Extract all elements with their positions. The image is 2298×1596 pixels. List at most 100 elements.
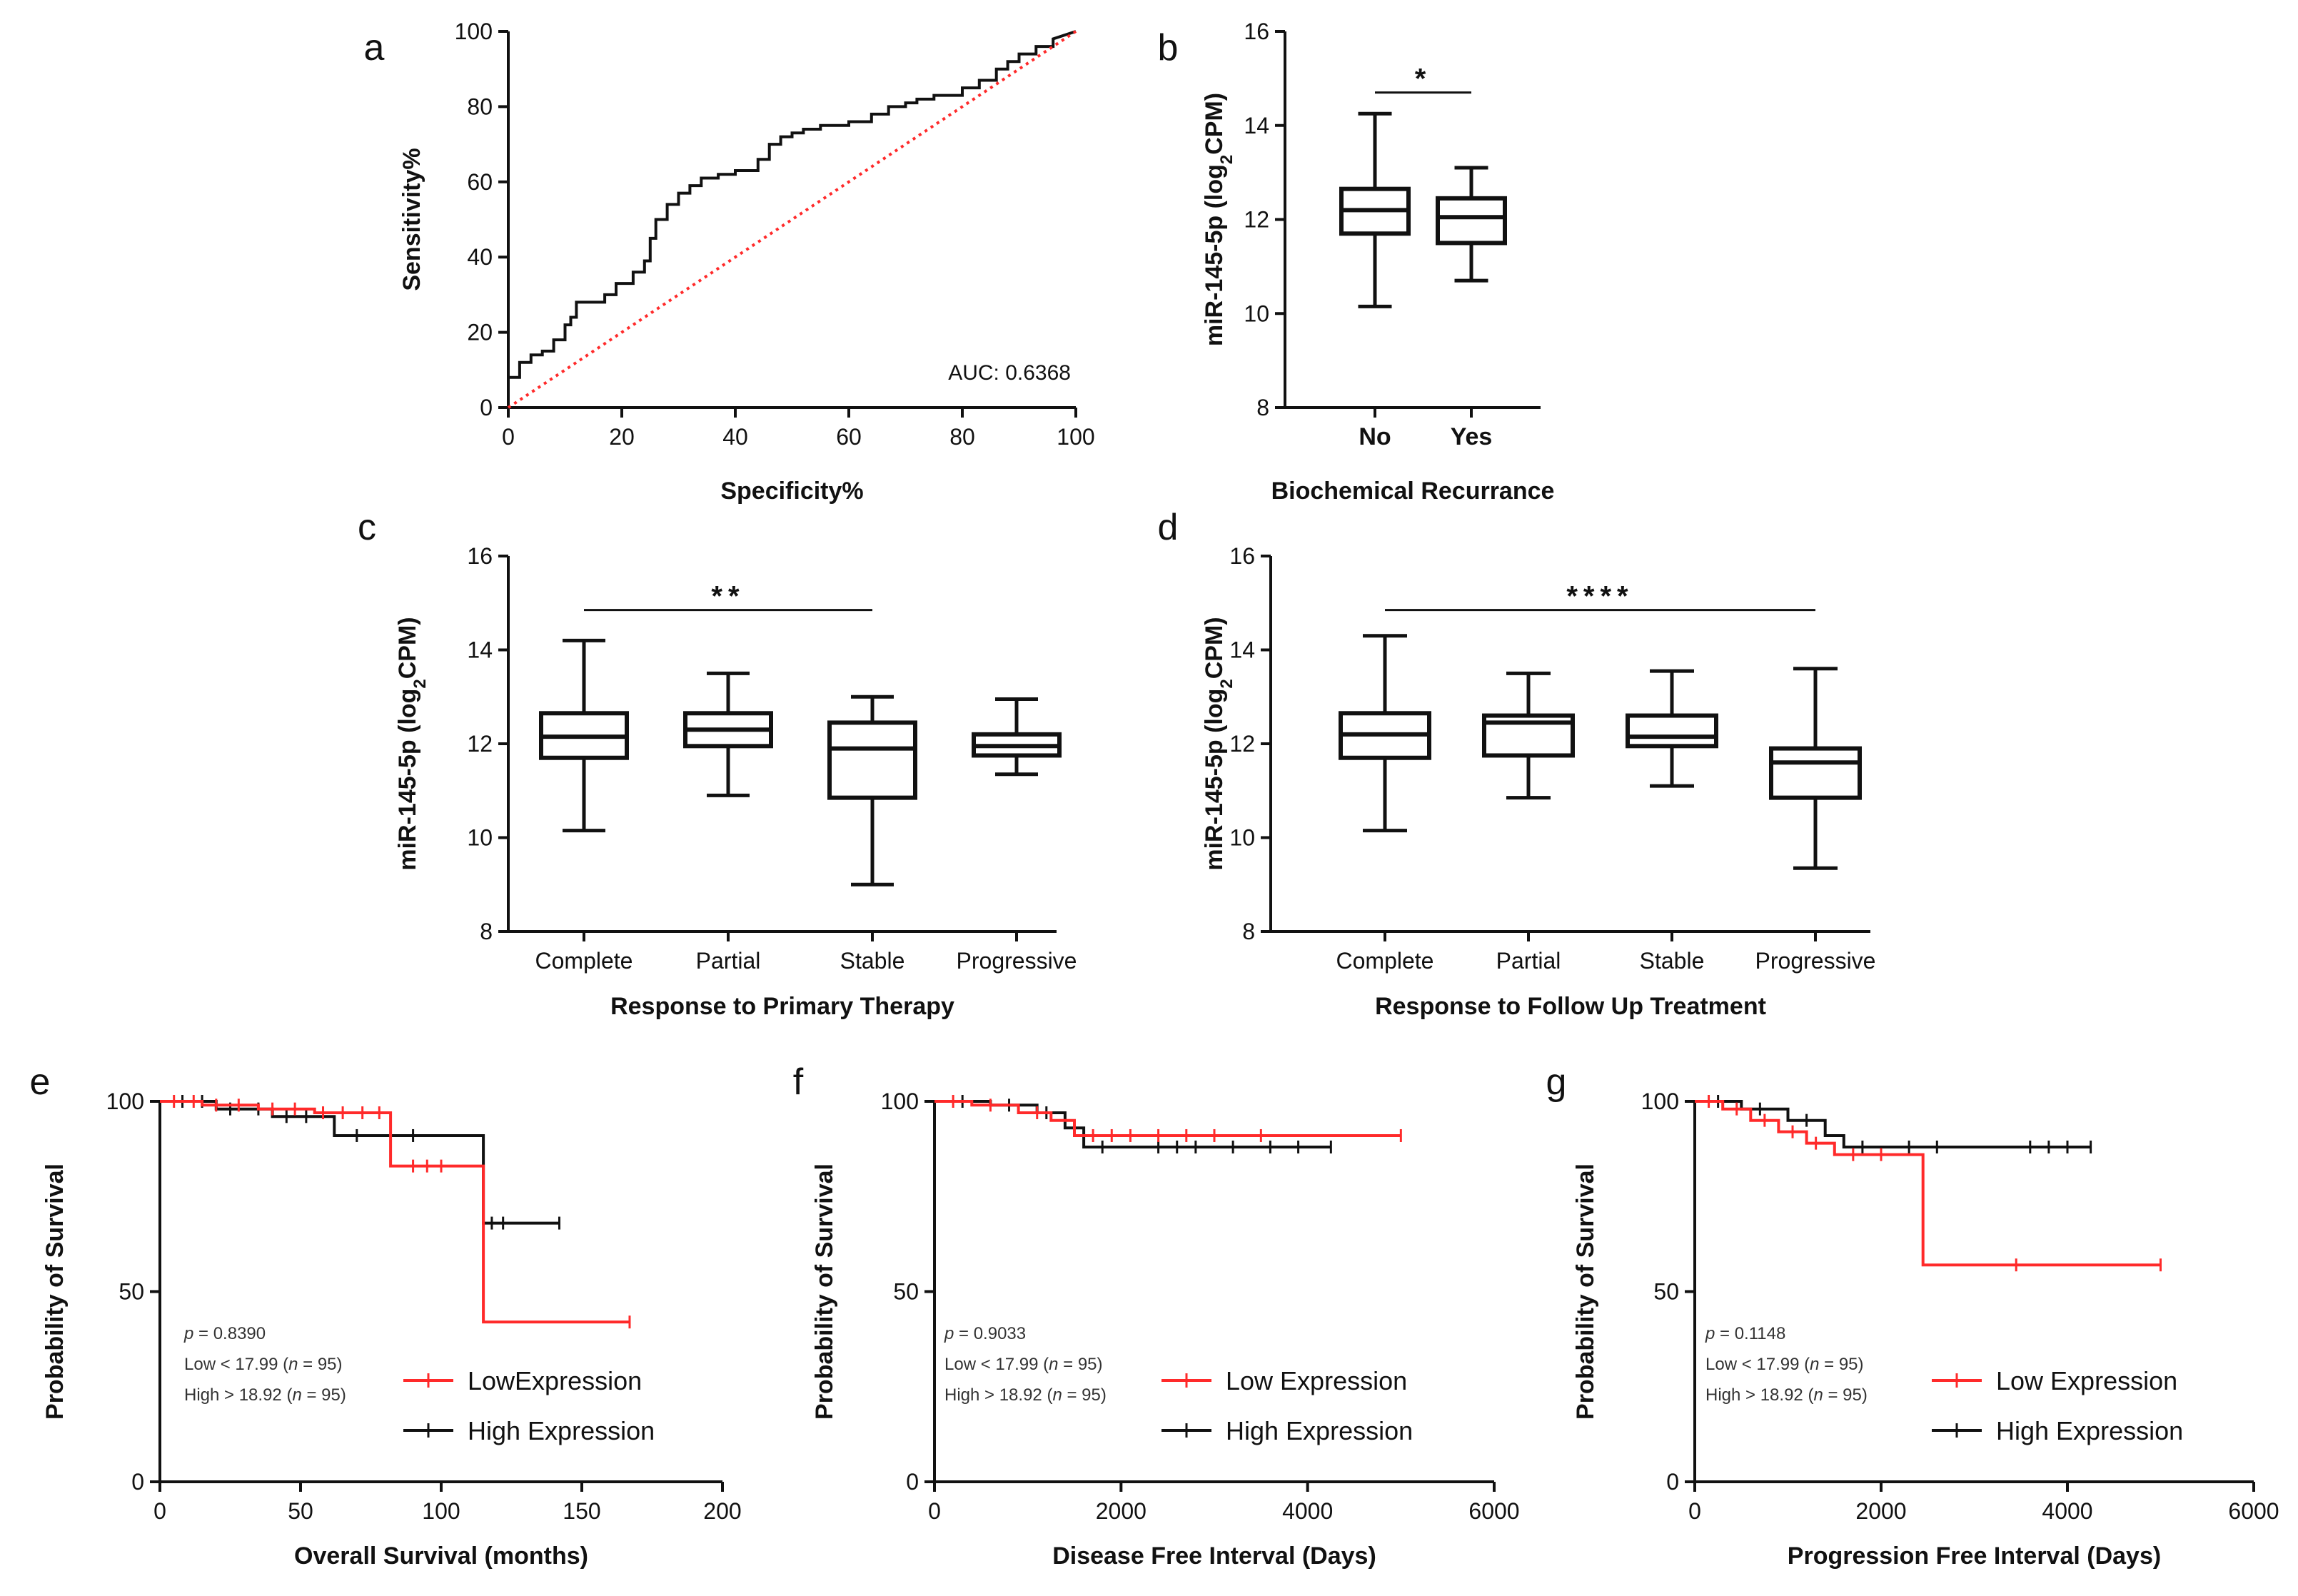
y-tick-label: 100 (1641, 1089, 1679, 1114)
high-expression-series (1695, 1095, 2092, 1153)
x-tick-label: 0 (1688, 1498, 1701, 1524)
survival-curve (160, 1100, 630, 1324)
low-threshold: Low < 17.99 (n = 95) (944, 1355, 1103, 1374)
y-axis-title: miR-145-5p (log2CPM) (1201, 93, 1236, 346)
survival-curve (934, 1100, 1401, 1137)
x-tick-label: 0 (153, 1498, 166, 1524)
x-tick-label: 50 (288, 1498, 313, 1524)
high-expression-series (160, 1095, 560, 1230)
y-tick-label: 100 (455, 19, 493, 44)
box-partial (683, 671, 773, 797)
y-tick-label: 8 (480, 919, 493, 944)
x-axis-title: Specificity% (720, 478, 863, 505)
x-tick-label: 20 (609, 424, 635, 450)
survival-curve (934, 1100, 1331, 1148)
high-threshold: High > 18.92 (n = 95) (944, 1385, 1107, 1405)
category-label: No (1359, 423, 1391, 450)
category-label: Partial (1496, 948, 1561, 974)
y-axis-title: Sensitivity% (398, 148, 425, 291)
iqr-box (1626, 713, 1718, 749)
low-threshold: Low < 17.99 (n = 95) (184, 1355, 343, 1374)
low-threshold: Low < 17.99 (n = 95) (1705, 1355, 1864, 1374)
n-symbol: n (292, 1385, 301, 1405)
category-label: Complete (535, 948, 633, 974)
low-expression-series (160, 1095, 631, 1329)
y-tick-label: 0 (131, 1469, 144, 1495)
significance-label: **** (1566, 581, 1633, 612)
legend-label: High Expression (468, 1416, 655, 1445)
panel-c-boxplot: c 8 10 12 14 16 Complete Partial Stable Progressi… (358, 507, 1077, 1020)
panel-a-roc: a 0 20 40 60 80 100 0 20 40 60 80 100 Specificity% Sen… (364, 19, 1095, 505)
x-tick-label: 60 (836, 424, 862, 450)
y-tick-label: 80 (467, 94, 493, 119)
y-tick-label: 16 (1229, 543, 1255, 569)
panel-f-km: f 0 50 100 0 2000 4000 6000 Disease Free Interva… (793, 1061, 1520, 1570)
y-tick-label: 8 (1242, 919, 1255, 944)
y-tick-label: 0 (480, 395, 493, 420)
n-symbol: n (1052, 1385, 1062, 1405)
panel-letter: e (30, 1061, 51, 1103)
box-stable (827, 695, 917, 887)
category-label: Complete (1336, 948, 1434, 974)
y-axis-title: miR-145-5p (log2CPM) (394, 617, 430, 870)
x-tick-label: 4000 (2042, 1498, 2092, 1524)
log-subscript: 2 (1217, 679, 1236, 688)
x-tick-label: 100 (1057, 424, 1094, 450)
panel-d-boxplot: d 8 10 12 14 16 Complete Partial Stable Progressi… (1158, 507, 1876, 1020)
y-tick-label: 50 (893, 1279, 919, 1305)
p-symbol: p (944, 1324, 954, 1343)
panel-g-km: g 0 50 100 0 2000 4000 6000 Progression Free Int… (1546, 1061, 2279, 1570)
x-tick-label: 2000 (1855, 1498, 1906, 1524)
box-stable (1626, 669, 1718, 788)
category-label: Progressive (957, 948, 1077, 974)
panel-letter: c (358, 507, 376, 548)
legend-label: High Expression (1226, 1416, 1413, 1445)
x-axis-title: Overall Survival (months) (294, 1542, 588, 1570)
box-yes (1436, 166, 1507, 283)
reference-diagonal (507, 30, 1077, 409)
y-tick-label: 40 (467, 244, 493, 270)
log-subscript: 2 (1217, 155, 1236, 164)
x-tick-label: 200 (703, 1498, 741, 1524)
x-tick-label: 6000 (1468, 1498, 1519, 1524)
n-symbol: n (1049, 1355, 1058, 1374)
x-tick-label: 40 (722, 424, 748, 450)
y-tick-label: 14 (467, 637, 493, 663)
y-tick-label: 10 (1244, 300, 1269, 326)
x-tick-label: 0 (502, 424, 515, 450)
y-tick-label: 16 (1244, 19, 1269, 44)
x-tick-label: 80 (949, 424, 975, 450)
y-tick-label: 0 (1666, 1469, 1679, 1495)
box-progressive (1769, 667, 1862, 870)
significance-label: ** (711, 581, 745, 612)
box-partial (1482, 671, 1575, 800)
panel-letter: d (1158, 507, 1179, 548)
auc-annotation: AUC: 0.6368 (948, 361, 1071, 385)
y-tick-label: 12 (467, 731, 493, 757)
p-value: p = 0.8390 (183, 1324, 266, 1343)
y-tick-label: 100 (881, 1089, 919, 1114)
box-complete (539, 638, 629, 833)
p-symbol: p (1705, 1324, 1715, 1343)
roc-curve (507, 30, 1077, 408)
x-axis-title: Response to Follow Up Treatment (1375, 993, 1766, 1020)
y-tick-label: 12 (1244, 207, 1269, 233)
panel-letter: g (1546, 1061, 1567, 1103)
legend-label: Low Expression (1226, 1366, 1407, 1395)
y-tick-label: 14 (1244, 113, 1269, 138)
category-label: Stable (840, 948, 905, 974)
n-symbol: n (288, 1355, 298, 1374)
y-tick-label: 14 (1229, 637, 1255, 663)
low-expression-series (934, 1095, 1402, 1142)
y-tick-label: 20 (467, 320, 493, 345)
y-tick-label: 16 (467, 543, 493, 569)
y-tick-label: 0 (906, 1469, 919, 1495)
category-label: Partial (696, 948, 761, 974)
log-subscript: 2 (410, 679, 430, 688)
category-label: Stable (1640, 948, 1705, 974)
y-tick-label: 50 (1653, 1279, 1679, 1305)
n-symbol: n (1813, 1385, 1823, 1405)
p-value: p = 0.9033 (944, 1324, 1026, 1343)
survival-curve (160, 1100, 560, 1225)
